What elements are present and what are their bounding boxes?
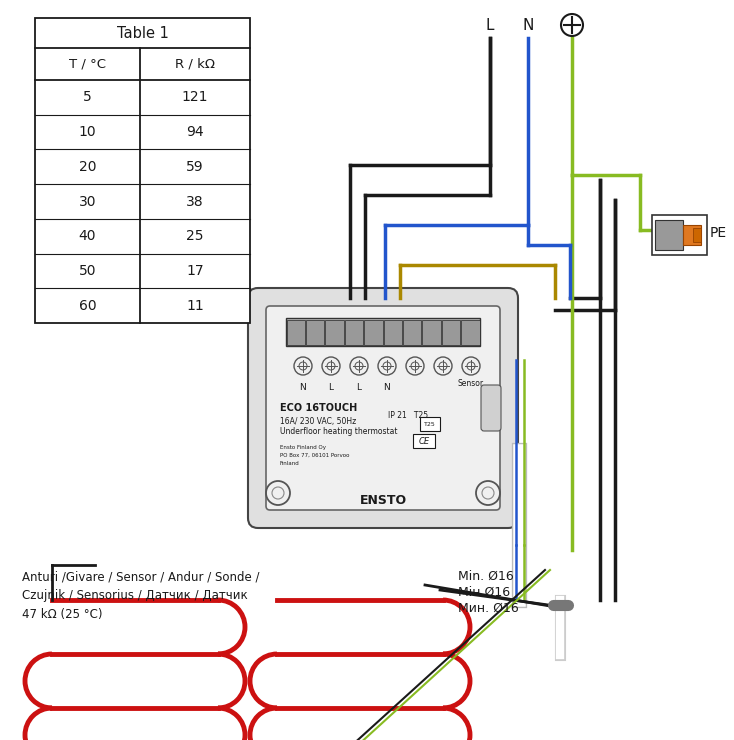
- Text: PO Box 77, 06101 Porvoo: PO Box 77, 06101 Porvoo: [280, 453, 349, 458]
- Text: PE: PE: [710, 226, 727, 240]
- Bar: [306, 320, 324, 345]
- Text: Finland: Finland: [280, 461, 299, 466]
- Bar: [286, 318, 480, 346]
- Text: 50: 50: [79, 264, 96, 278]
- Bar: [413, 434, 435, 448]
- Text: 30: 30: [79, 195, 96, 209]
- Text: 40: 40: [79, 229, 96, 243]
- Text: ECO 16TOUCH: ECO 16TOUCH: [280, 403, 357, 413]
- Bar: [683, 225, 701, 245]
- Text: 94: 94: [186, 125, 204, 139]
- Text: IP 21   T25: IP 21 T25: [388, 411, 428, 420]
- Text: 11: 11: [186, 299, 204, 312]
- Text: Мин. Ø16: Мин. Ø16: [458, 602, 519, 615]
- Text: Anturi /Givare / Sensor / Andur / Sonde /
Czujnik / Sensorius / Датчик / Датчик
: Anturi /Givare / Sensor / Andur / Sonde …: [22, 570, 260, 621]
- Bar: [655, 220, 683, 250]
- Bar: [345, 320, 363, 345]
- Text: 17: 17: [186, 264, 204, 278]
- Text: 16A/ 230 VAC, 50Hz: 16A/ 230 VAC, 50Hz: [280, 417, 356, 426]
- Text: T / °C: T / °C: [69, 58, 106, 70]
- Text: Table 1: Table 1: [117, 25, 168, 41]
- Text: Sensor: Sensor: [458, 378, 484, 388]
- Text: 60: 60: [79, 299, 96, 312]
- FancyBboxPatch shape: [248, 288, 518, 528]
- Bar: [403, 320, 421, 345]
- Bar: [325, 320, 344, 345]
- Text: 10: 10: [79, 125, 96, 139]
- Bar: [422, 320, 440, 345]
- Bar: [652, 215, 707, 255]
- Bar: [442, 320, 460, 345]
- Text: T25: T25: [424, 422, 436, 426]
- Text: ENSTO: ENSTO: [360, 494, 407, 506]
- Text: CE: CE: [418, 437, 429, 445]
- Bar: [383, 320, 402, 345]
- Text: 121: 121: [182, 90, 208, 104]
- FancyBboxPatch shape: [266, 306, 500, 510]
- Bar: [420, 417, 440, 431]
- Bar: [461, 320, 479, 345]
- Bar: [693, 228, 701, 242]
- Text: 20: 20: [79, 160, 96, 174]
- Text: Miн Ø16: Miн Ø16: [458, 586, 510, 599]
- Text: Underfloor heating thermostat: Underfloor heating thermostat: [280, 427, 398, 436]
- Text: N: N: [299, 383, 306, 392]
- Text: 59: 59: [186, 160, 204, 174]
- Text: Min. Ø16: Min. Ø16: [458, 570, 514, 583]
- Bar: [364, 320, 382, 345]
- Bar: [286, 320, 305, 345]
- Text: 38: 38: [186, 195, 204, 209]
- Text: N: N: [523, 18, 534, 33]
- Text: N: N: [384, 383, 390, 392]
- Text: 25: 25: [186, 229, 204, 243]
- Text: 5: 5: [83, 90, 92, 104]
- Text: L: L: [329, 383, 333, 392]
- Text: L: L: [486, 18, 494, 33]
- Text: R / kΩ: R / kΩ: [175, 58, 215, 70]
- Text: Ensto Finland Oy: Ensto Finland Oy: [280, 445, 326, 450]
- Text: L: L: [357, 383, 362, 392]
- Bar: [35, 18, 250, 323]
- FancyBboxPatch shape: [481, 385, 501, 431]
